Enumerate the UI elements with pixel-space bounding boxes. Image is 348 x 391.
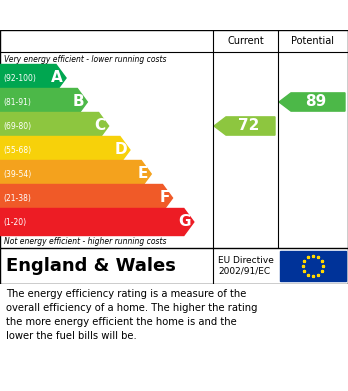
Text: E: E bbox=[138, 167, 148, 181]
Text: Very energy efficient - lower running costs: Very energy efficient - lower running co… bbox=[4, 54, 166, 63]
Polygon shape bbox=[0, 136, 130, 163]
Text: 72: 72 bbox=[238, 118, 259, 133]
Text: The energy efficiency rating is a measure of the
overall efficiency of a home. T: The energy efficiency rating is a measur… bbox=[6, 289, 258, 341]
Text: D: D bbox=[114, 142, 127, 158]
Text: (69-80): (69-80) bbox=[3, 122, 31, 131]
Text: (1-20): (1-20) bbox=[3, 217, 26, 226]
Polygon shape bbox=[0, 160, 151, 188]
Polygon shape bbox=[0, 208, 194, 235]
Text: B: B bbox=[73, 95, 84, 109]
Polygon shape bbox=[279, 93, 345, 111]
Text: Energy Efficiency Rating: Energy Efficiency Rating bbox=[69, 7, 279, 23]
Polygon shape bbox=[0, 185, 173, 212]
Polygon shape bbox=[0, 113, 109, 140]
Text: F: F bbox=[159, 190, 169, 206]
Text: Current: Current bbox=[227, 36, 264, 46]
Text: (21-38): (21-38) bbox=[3, 194, 31, 203]
Text: C: C bbox=[95, 118, 106, 133]
Bar bbox=[280, 251, 346, 281]
Text: EU Directive
2002/91/EC: EU Directive 2002/91/EC bbox=[218, 256, 274, 276]
Polygon shape bbox=[214, 117, 275, 135]
Polygon shape bbox=[0, 88, 87, 115]
Polygon shape bbox=[0, 65, 66, 91]
Text: Potential: Potential bbox=[292, 36, 334, 46]
Text: (39-54): (39-54) bbox=[3, 170, 31, 179]
Text: (81-91): (81-91) bbox=[3, 97, 31, 106]
Text: England & Wales: England & Wales bbox=[6, 257, 176, 275]
Text: 89: 89 bbox=[306, 95, 327, 109]
Text: A: A bbox=[51, 70, 63, 86]
Text: Not energy efficient - higher running costs: Not energy efficient - higher running co… bbox=[4, 237, 166, 246]
Text: G: G bbox=[178, 215, 191, 230]
Text: (92-100): (92-100) bbox=[3, 74, 36, 83]
Text: (55-68): (55-68) bbox=[3, 145, 31, 154]
